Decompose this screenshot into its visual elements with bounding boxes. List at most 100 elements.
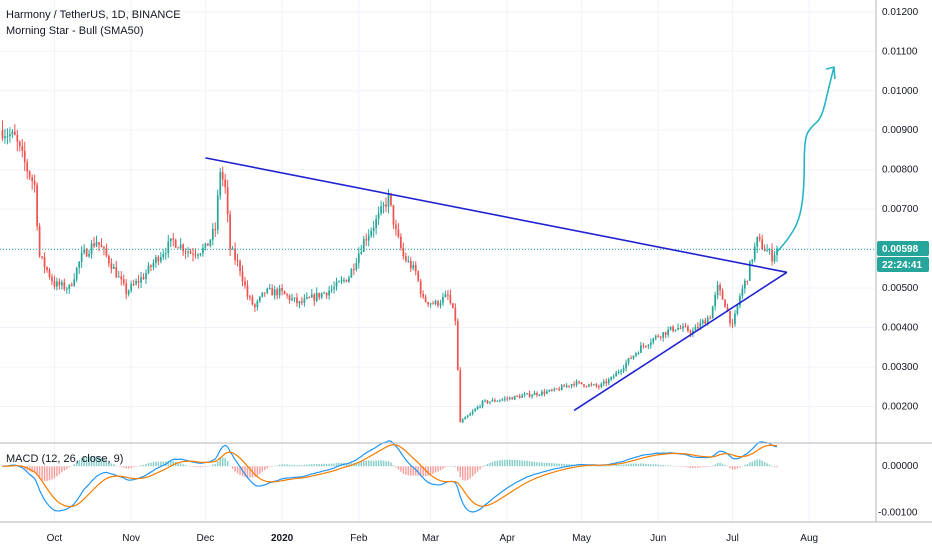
macd-histogram-bar [16, 466, 19, 467]
macd-histogram-bar [224, 457, 226, 467]
macd-histogram-bar [553, 463, 556, 467]
candle-body [105, 248, 108, 256]
macd-histogram-bar [318, 464, 320, 467]
candle-body [202, 247, 204, 254]
price-tick-label: 0.00500 [882, 283, 919, 294]
price-tick-label: 0.01200 [882, 7, 919, 18]
macd-histogram-bar [516, 460, 518, 467]
candle-body [696, 326, 699, 329]
symbol-title[interactable]: Harmony / TetherUS, 1D, BINANCE [6, 9, 181, 21]
candle-body [93, 243, 95, 247]
candle-body [506, 398, 509, 400]
macd-histogram-bar [496, 460, 499, 467]
candle-body [145, 272, 147, 280]
candle-body [761, 239, 764, 250]
candle-body [251, 296, 254, 305]
macd-histogram-bar [756, 459, 758, 467]
macd-histogram-bar [372, 460, 375, 467]
macd-histogram-bar [640, 463, 642, 467]
macd-histogram-bar [511, 459, 513, 467]
candle-body [694, 326, 697, 331]
macd-histogram-bar [226, 460, 229, 467]
macd-histogram-bar [724, 465, 726, 467]
macd-histogram-bar [605, 465, 608, 467]
macd-histogram-bar [135, 466, 137, 467]
candle-body [80, 252, 83, 262]
candle-body [612, 376, 615, 378]
macd-histogram-bar [296, 465, 298, 467]
candle-body [518, 396, 521, 398]
macd-title[interactable]: MACD (12, 26, close, 9) [6, 453, 123, 465]
candle-body [563, 385, 566, 387]
macd-histogram-bar [330, 463, 333, 467]
candle-body [367, 235, 370, 241]
macd-histogram-bar [506, 459, 509, 467]
price-badge-bg [877, 241, 929, 256]
candle-body [442, 297, 444, 304]
macd-histogram-bar [538, 462, 541, 467]
candle-body [692, 330, 694, 334]
candle-body [167, 241, 170, 254]
indicator-title[interactable]: Morning Star - Bull (SMA50) [6, 25, 144, 37]
macd-histogram-bar [278, 464, 281, 467]
candle-body [296, 297, 298, 304]
candle-body [390, 193, 392, 206]
macd-histogram-bar [24, 466, 26, 469]
macd-histogram-bar [761, 460, 763, 467]
macd-histogram-bar [427, 466, 429, 476]
candle-body [293, 297, 296, 299]
candle-body [315, 292, 318, 301]
candle-body [216, 195, 219, 230]
macd-histogram-bar [157, 461, 160, 467]
macd-histogram-bar [758, 459, 761, 467]
candle-body [422, 294, 425, 297]
macd-histogram-bar [466, 466, 469, 481]
macd-pane [1, 440, 778, 513]
candle-body [58, 281, 61, 286]
candle-body [541, 391, 543, 395]
candle-body [558, 389, 561, 391]
candle-body [553, 388, 556, 391]
macd-histogram-bar [704, 466, 706, 468]
time-tick-label: Oct [47, 533, 63, 544]
candle-body [647, 345, 650, 347]
candle-body [395, 224, 397, 230]
macd-histogram-bar [625, 464, 627, 467]
macd-histogram-bar [410, 466, 412, 476]
macd-histogram-bar [147, 463, 150, 467]
macd-histogram-bar [217, 461, 219, 467]
candle-body [456, 321, 459, 370]
macd-histogram-bar [51, 466, 53, 480]
candle-body [726, 307, 729, 312]
macd-histogram-bar [115, 465, 118, 467]
candle-body [684, 326, 687, 328]
candle-body [637, 352, 640, 354]
candle-body [179, 244, 182, 249]
time-tick-label: Apr [500, 533, 516, 544]
macd-histogram-bar [160, 461, 162, 467]
candle-body [496, 400, 499, 402]
candle-body [100, 244, 103, 248]
macd-histogram-bar [392, 465, 395, 467]
candle-body [501, 399, 504, 401]
candle-body [159, 256, 162, 262]
candle-body [743, 280, 746, 289]
price-tick-label: 0.00900 [882, 125, 919, 136]
price-tick-label: 0.00400 [882, 323, 919, 334]
macd-histogram-bar [509, 459, 511, 467]
macd-line [2, 440, 778, 513]
candle-body [78, 261, 81, 268]
price-tick-label: 0.01000 [882, 86, 919, 97]
candle-body [360, 251, 363, 254]
candle-body [602, 381, 605, 384]
candle-body [548, 389, 551, 392]
macd-histogram-bar [93, 456, 95, 467]
macd-histogram-bar [630, 463, 632, 467]
candle-body [13, 131, 16, 135]
grid-lines [0, 0, 876, 522]
candle-body [664, 332, 667, 335]
macd-histogram-bar [432, 466, 434, 474]
macd-histogram-bar [600, 466, 603, 467]
candle-body [137, 280, 140, 283]
candle-body [513, 395, 516, 400]
